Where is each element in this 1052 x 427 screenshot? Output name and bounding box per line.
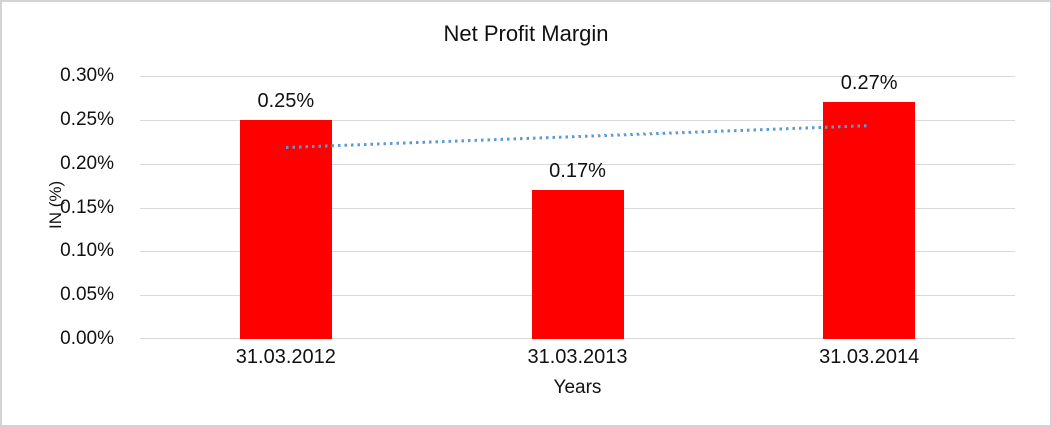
trendline [285,123,870,149]
y-tick-label: 0.05% [60,284,114,306]
bar-31-03-2012 [239,119,332,339]
y-tick-label: 0.30% [60,65,114,86]
x-axis-title: Years [553,377,602,398]
x-axis-tick-labels: 31.03.2012 31.03.2013 31.03.2014 [140,346,1015,370]
y-tick-label: 0.00% [60,328,114,349]
x-tick-label: 31.03.2012 [235,346,336,368]
x-tick-label: 31.03.2014 [819,346,920,368]
y-axis-tick-labels: 0.30% 0.25% 0.20% 0.15% 0.10% 0.05% 0.00… [2,65,127,349]
bar-31-03-2013 [531,190,624,339]
chart-title: Net Profit Margin [443,21,609,46]
data-label: 0.27% [840,72,898,95]
bar-31-03-2014 [823,102,916,339]
y-tick-label: 0.15% [60,196,114,218]
gridline [140,119,1015,121]
plot-area: 0.25% 0.17% 0.27% [140,72,1015,339]
gridline [140,76,1015,77]
y-tick-label: 0.25% [60,108,114,130]
data-label: 0.25% [257,89,315,112]
y-tick-label: 0.20% [60,152,114,174]
data-label: 0.17% [549,160,606,182]
y-tick-label: 0.10% [60,240,114,262]
x-tick-label: 31.03.2013 [527,346,628,368]
gridline [140,163,1015,165]
